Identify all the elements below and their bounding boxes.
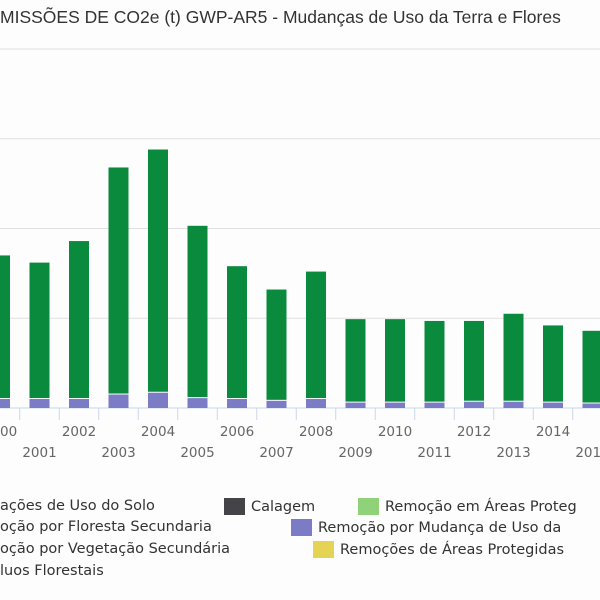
x-tick-label: 2009 xyxy=(338,445,372,461)
bar-remocao-2003 xyxy=(108,394,129,408)
bar-emissao-2000 xyxy=(0,255,10,399)
legend-swatch xyxy=(291,519,312,536)
legend-item-floresta-secundaria[interactable]: oção por Floresta Secundaria xyxy=(0,519,212,535)
bar-emissao-2002 xyxy=(69,241,89,399)
x-tick-label: 2008 xyxy=(299,424,333,440)
bar-emissao-2005 xyxy=(187,225,208,398)
bar-emissao-2014 xyxy=(543,325,563,402)
chart-title: MISSÕES DE CO2e (t) GWP-AR5 - Mudanças d… xyxy=(0,7,561,27)
bar-emissao-2001 xyxy=(29,262,50,399)
legend-label: ações de Uso do Solo xyxy=(0,498,155,514)
bar-emissao-2008 xyxy=(306,271,326,399)
legend-item-remocoes-areas-protegidas[interactable]: Remoções de Áreas Protegidas xyxy=(313,541,564,558)
bar-chart: 2000 2001 2002 2003 2004 2005 2006 2007 2008 2009… xyxy=(0,48,600,461)
x-tick-label: 2006 xyxy=(220,424,254,440)
x-tick-label: 2007 xyxy=(259,445,293,461)
bar-remocao-2008 xyxy=(306,399,326,408)
bar-remocao-2013 xyxy=(503,401,524,408)
legend-item-residuos-florestais[interactable]: luos Florestais xyxy=(0,563,104,579)
bar-remocao-2012 xyxy=(464,401,484,408)
legend-item-uso-do-solo[interactable]: ações de Uso do Solo xyxy=(0,498,155,514)
legend-swatch xyxy=(224,498,245,515)
bar-emissao-2006 xyxy=(227,266,247,399)
x-tick-label: 2011 xyxy=(417,445,451,461)
bar-remocao-2004 xyxy=(148,392,168,408)
x-tick-label: 2015 xyxy=(575,445,600,461)
x-tick-label: 2012 xyxy=(457,424,491,440)
bar-remocao-2001 xyxy=(29,399,50,408)
legend-label: luos Florestais xyxy=(0,563,104,579)
legend-swatch xyxy=(313,541,334,558)
bar-emissao-2011 xyxy=(424,320,445,402)
legend-label: Remoção em Áreas Proteg xyxy=(385,498,577,515)
bar-emissao-2007 xyxy=(266,289,287,400)
legend-item-mudanca-uso[interactable]: Remoção por Mudança de Uso da xyxy=(291,519,561,536)
bar-remocao-2007 xyxy=(266,400,287,408)
bar-remocao-2005 xyxy=(187,398,208,408)
bar-emissao-2012 xyxy=(464,320,484,401)
bar-remocao-2010 xyxy=(385,402,405,408)
x-tick-label: 2014 xyxy=(536,424,570,440)
legend-item-remocao-areas-protegidas[interactable]: Remoção em Áreas Proteg xyxy=(358,498,577,515)
bar-remocao-2009 xyxy=(345,402,366,408)
x-tick-label: 2002 xyxy=(62,424,96,440)
legend-label: Calagem xyxy=(251,498,316,515)
legend-item-calagem[interactable]: Calagem xyxy=(224,498,315,515)
legend-label: Remoções de Áreas Protegidas xyxy=(340,541,565,558)
bar-remocao-2011 xyxy=(424,402,445,408)
bar-emissao-2015 xyxy=(582,330,600,403)
legend-label: Remoção por Mudança de Uso da xyxy=(318,519,562,536)
bar-emissao-2013 xyxy=(503,313,524,401)
legend-item-vegetacao-secundaria[interactable]: oção por Vegetação Secundária xyxy=(0,541,230,557)
x-tick-label: 2013 xyxy=(496,445,530,461)
x-tick-label: 2001 xyxy=(22,445,56,461)
bar-remocao-2015 xyxy=(582,403,600,408)
bar-emissao-2003 xyxy=(108,167,129,394)
bar-remocao-2014 xyxy=(543,402,563,408)
x-tick-label: 2000 xyxy=(0,424,17,440)
legend-label: oção por Vegetação Secundária xyxy=(0,541,231,557)
bar-emissao-2010 xyxy=(385,319,405,402)
x-tick-label: 2005 xyxy=(180,445,214,461)
x-tick-label: 2004 xyxy=(141,424,175,440)
x-tick-label: 2003 xyxy=(101,445,135,461)
legend-label: oção por Floresta Secundaria xyxy=(0,519,212,535)
bar-remocao-2000 xyxy=(0,399,10,408)
bar-emissao-2004 xyxy=(148,149,168,392)
x-tick-label: 2010 xyxy=(378,424,412,440)
bar-remocao-2002 xyxy=(69,399,89,408)
legend-swatch xyxy=(358,498,379,515)
bar-emissao-2009 xyxy=(345,319,366,402)
bar-remocao-2006 xyxy=(227,399,247,408)
